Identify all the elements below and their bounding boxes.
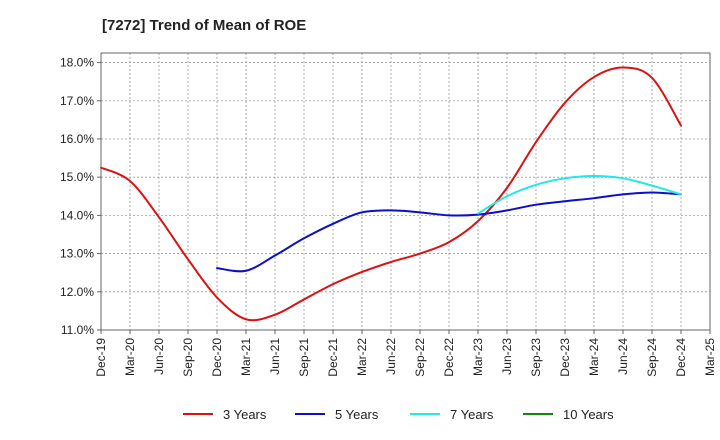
series-line-7-years xyxy=(477,175,682,215)
y-tick-label: 14.0% xyxy=(60,208,94,222)
plot-area xyxy=(101,53,710,330)
x-tick-label: Sep-22 xyxy=(413,338,427,377)
x-tick-label: Dec-19 xyxy=(94,338,108,377)
series-line-3-years xyxy=(100,66,682,322)
grid-lines xyxy=(100,53,711,331)
series-layer xyxy=(100,66,682,322)
y-tick-label: 15.0% xyxy=(60,170,94,184)
x-tick-label: Jun-21 xyxy=(268,338,282,375)
x-tick-label: Jun-20 xyxy=(152,338,166,375)
y-axis: 11.0% 12.0% 13.0% 14.0% 15.0% 16.0% 17.0% 18.0% xyxy=(60,56,101,337)
x-tick-label: Mar-24 xyxy=(587,338,601,376)
series-line-5-years xyxy=(216,191,682,273)
y-tick-label: 12.0% xyxy=(60,285,94,299)
x-tick-label: Mar-25 xyxy=(703,338,717,376)
x-tick-label: Dec-21 xyxy=(326,338,340,377)
x-axis: Dec-19 Mar-20 Jun-20 Sep-20 Dec-20 Mar-21 Jun-… xyxy=(94,330,717,377)
plot-border xyxy=(100,52,711,331)
legend-label-5-years: 5 Years xyxy=(335,407,379,422)
x-tick-label: Dec-23 xyxy=(558,338,572,377)
legend-label-3-years: 3 Years xyxy=(223,407,267,422)
legend-label-10-years: 10 Years xyxy=(563,407,614,422)
x-tick-label: Dec-20 xyxy=(210,338,224,377)
x-tick-label: Dec-24 xyxy=(674,338,688,377)
x-tick-label: Jun-22 xyxy=(384,338,398,375)
y-tick-label: 13.0% xyxy=(60,247,94,261)
y-tick-label: 16.0% xyxy=(60,132,94,146)
x-tick-label: Jun-24 xyxy=(616,338,630,375)
x-tick-label: Jun-23 xyxy=(500,338,514,375)
x-tick-label: Sep-24 xyxy=(645,338,659,377)
chart-title: [7272] Trend of Mean of ROE xyxy=(102,17,306,34)
x-tick-label: Mar-20 xyxy=(123,338,137,376)
y-tick-label: 17.0% xyxy=(60,94,94,108)
x-tick-label: Mar-23 xyxy=(471,338,485,376)
x-tick-label: Sep-20 xyxy=(181,338,195,377)
x-tick-label: Dec-22 xyxy=(442,338,456,377)
x-tick-label: Mar-22 xyxy=(355,338,369,376)
x-tick-label: Sep-21 xyxy=(297,338,311,377)
legend: 3 Years 5 Years 7 Years 10 Years xyxy=(183,407,614,422)
y-tick-label: 18.0% xyxy=(60,56,94,70)
y-tick-label: 11.0% xyxy=(61,323,94,337)
legend-label-7-years: 7 Years xyxy=(450,407,494,422)
x-tick-label: Mar-21 xyxy=(239,338,253,376)
x-tick-label: Sep-23 xyxy=(529,338,543,377)
